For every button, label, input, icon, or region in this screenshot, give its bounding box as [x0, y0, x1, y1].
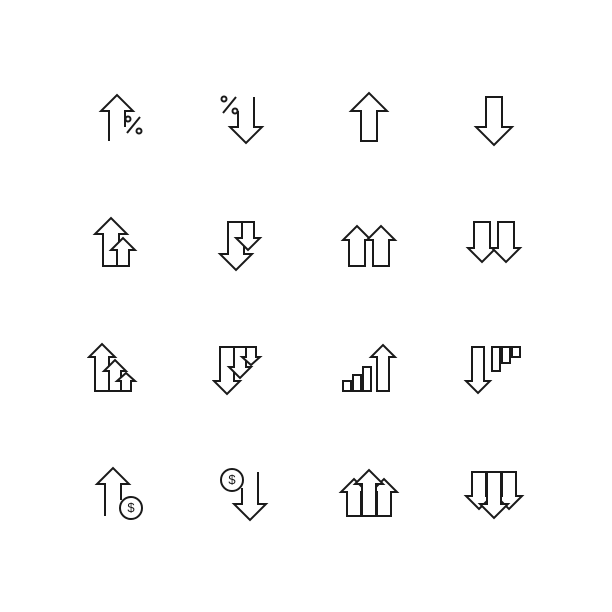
icon-grid	[56, 56, 556, 556]
arrows-down-shrink-icon	[181, 181, 306, 306]
arrows-up-triple-stepped-icon	[56, 306, 181, 431]
arrows-down-triple-stepped-icon	[181, 306, 306, 431]
bar-chart-ascending-icon	[306, 306, 431, 431]
arrows-up-grow-icon	[56, 181, 181, 306]
arrow-down-dollar-icon	[181, 431, 306, 556]
arrows-double-up-icon	[306, 181, 431, 306]
arrow-up-dollar-icon	[56, 431, 181, 556]
arrow-down-percent-icon	[181, 56, 306, 181]
bar-chart-descending-icon	[431, 306, 556, 431]
arrow-up-percent-icon	[56, 56, 181, 181]
arrow-up-outline-icon	[306, 56, 431, 181]
arrows-down-cluster-icon	[431, 431, 556, 556]
arrow-down-outline-icon	[431, 56, 556, 181]
arrows-double-down-icon	[431, 181, 556, 306]
arrows-up-cluster-icon	[306, 431, 431, 556]
